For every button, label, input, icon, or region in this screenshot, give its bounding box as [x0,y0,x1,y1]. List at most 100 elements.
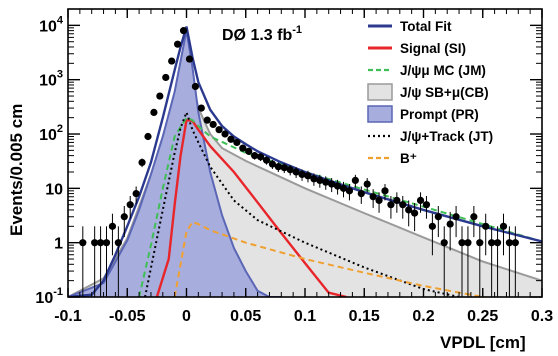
data-point [375,196,383,204]
legend-label-bplus: B⁺ [400,151,417,166]
y-axis-title: Events/0.005 cm [7,104,26,236]
data-point [405,206,413,214]
data-point [239,144,247,152]
data-point [482,222,490,230]
y-tick-label: 10 [45,181,63,198]
data-point [381,187,389,195]
curve-jm [138,116,542,297]
data-point [511,239,519,247]
data-point [256,153,265,161]
x-tick-label: 0.2 [412,308,434,325]
data-point [91,239,99,247]
legend: Total Fit Signal (SI) J/ψμ MC (JM) J/ψ SB+μ… [367,19,493,166]
data-point [251,152,259,160]
data-point [499,222,508,230]
data-point [286,166,294,174]
x-tick-label: 0.1 [294,308,316,325]
data-point [280,164,288,172]
data-point [393,196,401,204]
legend-swatch-cb [367,83,393,101]
x-tick-label: 0.3 [531,308,553,325]
data-point [233,138,241,147]
x-tick-label: 0.05 [230,308,261,325]
legend-label-jt: J/ψ+Track (JT) [400,129,493,144]
data-point [245,147,253,155]
legend-label-total: Total Fit [400,19,452,34]
data-point [120,213,128,221]
legend-label-jm: J/ψμ MC (JM) [400,63,486,78]
data-point [351,176,359,185]
data-point [363,180,371,188]
data-point [411,209,419,217]
curve-jt [144,109,460,297]
data-point [328,180,336,188]
data-point [268,160,277,168]
data-point [168,57,176,65]
data-point [416,196,425,204]
data-point [79,239,87,247]
data-point [357,190,365,198]
data-point [108,222,117,230]
legend-label-cb: J/ψ SB+μ(CB) [400,85,489,100]
data-point [144,132,152,141]
data-point [493,239,502,247]
data-point [345,187,354,195]
data-point [399,201,407,209]
data-point [191,82,199,91]
area-prompt [68,30,282,297]
data-point [339,184,348,192]
data-point [422,201,431,209]
data-point [292,168,300,176]
data-point [114,239,122,247]
data-point [476,239,484,247]
data-point [185,55,194,63]
x-tick-label: -0.1 [54,308,82,325]
data-point [227,135,235,143]
data-point [174,40,182,48]
data-point [197,104,205,112]
x-tick-label: 0.25 [467,308,498,325]
data-point [96,239,105,247]
data-point [316,176,324,185]
data-point [428,222,436,230]
y-tick-label: 104 [39,14,64,35]
legend-label-signal: Signal (SI) [400,41,466,56]
data-point [102,239,111,247]
x-tick-label: 0 [182,308,191,325]
data-point [138,158,146,167]
data-point [150,108,158,116]
data-point [369,193,377,201]
data-point [452,213,460,221]
data-point [488,239,496,247]
data-point [458,239,466,247]
data-point [274,163,282,171]
y-tick-label: 1 [54,236,63,253]
legend-label-prompt: Prompt (PR) [400,107,479,122]
experiment-label: DØ 1.3 fb-1 [222,24,302,44]
data-point [464,239,472,247]
data-point [434,213,442,221]
y-tick-label: 102 [39,123,63,144]
data-point [446,220,454,228]
data-point [505,239,514,247]
data-point [126,201,134,209]
data-point [179,27,188,35]
data-point [132,190,140,198]
area-edge-prompt [68,30,282,297]
experiment-label-sup: -1 [292,24,302,36]
data-point [298,170,306,179]
data-point [322,178,330,186]
data-point [203,116,211,124]
y-tick-label: 103 [39,69,63,90]
data-point [333,182,342,190]
data-point [156,92,164,100]
data-point [209,120,217,129]
data-point [221,130,229,138]
curve-bplus [173,220,495,297]
data-point [440,239,448,247]
x-tick-label: 0.15 [349,308,380,325]
experiment-label-text: DØ 1.3 fb [222,27,292,44]
data-point [310,175,318,183]
x-tick-label: -0.05 [109,308,146,325]
